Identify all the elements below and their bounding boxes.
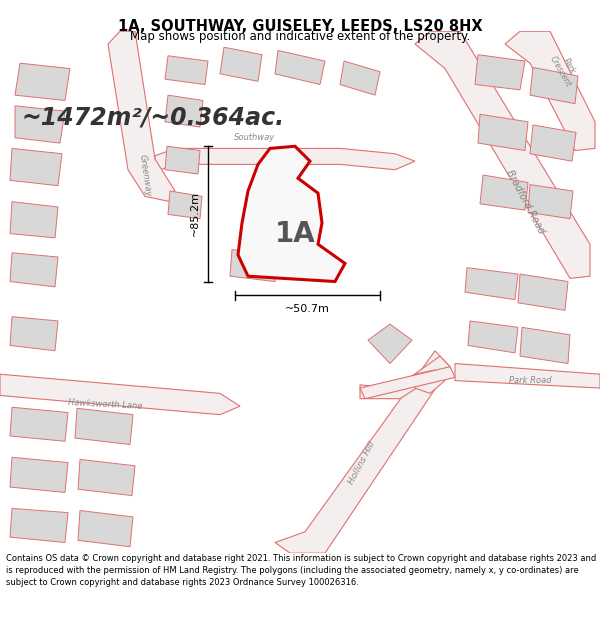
Polygon shape [360,367,455,399]
Text: ~50.7m: ~50.7m [285,304,330,314]
Polygon shape [520,328,570,364]
Polygon shape [475,54,525,90]
Polygon shape [238,146,345,281]
Polygon shape [10,148,62,186]
Polygon shape [165,95,203,127]
Polygon shape [78,511,133,547]
Polygon shape [505,31,595,151]
Polygon shape [10,508,68,542]
Polygon shape [75,408,133,444]
Polygon shape [10,458,68,492]
Text: Park Road: Park Road [509,376,551,385]
Polygon shape [78,459,135,496]
Text: Hollins Hill: Hollins Hill [347,439,377,486]
Polygon shape [528,184,573,219]
Text: Bradford Road: Bradford Road [504,168,546,235]
Polygon shape [165,56,208,84]
Polygon shape [530,68,578,104]
Polygon shape [468,321,518,353]
Polygon shape [168,191,202,219]
Polygon shape [275,51,325,84]
Polygon shape [415,31,590,278]
Polygon shape [15,106,65,143]
Polygon shape [478,114,528,151]
Polygon shape [10,253,58,287]
Polygon shape [0,374,240,414]
Polygon shape [108,31,175,202]
Polygon shape [275,351,450,553]
Polygon shape [220,48,262,81]
Polygon shape [230,249,278,281]
Polygon shape [10,408,68,441]
Polygon shape [245,202,292,234]
Polygon shape [518,274,568,310]
Polygon shape [360,356,450,399]
Polygon shape [530,125,576,161]
Polygon shape [465,268,518,299]
Polygon shape [10,202,58,238]
Text: Contains OS data © Crown copyright and database right 2021. This information is : Contains OS data © Crown copyright and d… [6,554,596,587]
Text: 1A, SOUTHWAY, GUISELEY, LEEDS, LS20 8HX: 1A, SOUTHWAY, GUISELEY, LEEDS, LS20 8HX [118,19,482,34]
Polygon shape [10,317,58,351]
Text: Map shows position and indicative extent of the property.: Map shows position and indicative extent… [130,30,470,43]
Text: Park
Crescent: Park Crescent [548,49,582,88]
Polygon shape [155,148,415,172]
Polygon shape [415,370,445,393]
Text: ~1472m²/~0.364ac.: ~1472m²/~0.364ac. [22,106,285,130]
Polygon shape [455,364,600,388]
Text: Southway: Southway [235,133,275,142]
Polygon shape [15,63,70,101]
Polygon shape [340,61,380,95]
Polygon shape [480,175,528,210]
Text: Hawksworth Lane: Hawksworth Lane [68,398,142,411]
Text: ~85.2m: ~85.2m [190,191,200,236]
Polygon shape [165,146,200,174]
Polygon shape [368,324,412,364]
Text: 1A: 1A [275,219,316,248]
Text: Greenway: Greenway [137,153,152,197]
